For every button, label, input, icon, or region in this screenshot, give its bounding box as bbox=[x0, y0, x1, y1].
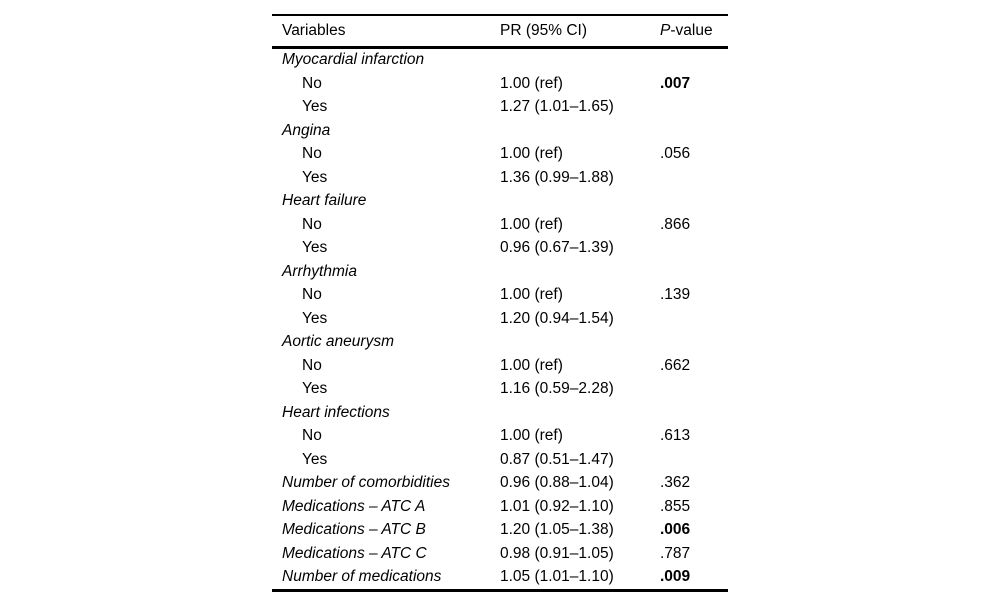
table-body: Myocardial infarction No 1.00 (ref) .007… bbox=[272, 49, 728, 590]
variable-cell: Yes bbox=[302, 309, 328, 327]
variable-cell: Yes bbox=[302, 239, 328, 257]
table-row: Number of medications 1.05 (1.01–1.10) .… bbox=[272, 566, 728, 590]
variable-cell: Heart infections bbox=[282, 403, 390, 421]
table-row: Medications – ATC B 1.20 (1.05–1.38) .00… bbox=[272, 519, 728, 543]
table-row: No 1.00 (ref) .866 bbox=[272, 213, 728, 237]
pr-ci-cell: 1.27 (1.01–1.65) bbox=[500, 98, 614, 116]
variable-cell: Angina bbox=[282, 121, 331, 139]
pr-ci-cell: 1.20 (0.94–1.54) bbox=[500, 309, 614, 327]
p-value-cell: .007 bbox=[660, 74, 691, 92]
variable-cell: No bbox=[302, 215, 322, 233]
table-row: No 1.00 (ref) .007 bbox=[272, 72, 728, 96]
p-value-cell: .662 bbox=[660, 356, 691, 374]
variable-cell: Number of comorbidities bbox=[282, 474, 450, 492]
pr-ci-cell: 1.36 (0.99–1.88) bbox=[500, 168, 614, 186]
results-table: Variables PR (95% CI) P-value Myocardial… bbox=[272, 14, 728, 592]
pr-ci-cell: 1.20 (1.05–1.38) bbox=[500, 521, 614, 539]
table-row: Yes 0.96 (0.67–1.39) bbox=[272, 237, 728, 261]
variable-cell: Yes bbox=[302, 450, 328, 468]
p-value-cell: .787 bbox=[660, 544, 691, 562]
table-row: Aortic aneurysm bbox=[272, 331, 728, 355]
table-header-rule bbox=[272, 46, 728, 49]
table-row: Medications – ATC A 1.01 (0.92–1.10) .85… bbox=[272, 495, 728, 519]
p-value-cell: .362 bbox=[660, 474, 691, 492]
p-value-cell: .056 bbox=[660, 145, 691, 163]
table-row: Heart infections bbox=[272, 401, 728, 425]
header-p-value: P-value bbox=[660, 22, 728, 40]
variable-cell: Number of medications bbox=[282, 568, 442, 586]
variable-cell: Medications – ATC C bbox=[282, 544, 427, 562]
pr-ci-cell: 1.00 (ref) bbox=[500, 427, 563, 445]
table-row: No 1.00 (ref) .662 bbox=[272, 354, 728, 378]
pr-ci-cell: 1.00 (ref) bbox=[500, 74, 563, 92]
pr-ci-cell: 1.05 (1.01–1.10) bbox=[500, 568, 614, 586]
table-row: Number of comorbidities 0.96 (0.88–1.04)… bbox=[272, 472, 728, 496]
pr-ci-cell: 0.87 (0.51–1.47) bbox=[500, 450, 614, 468]
p-value-cell: .139 bbox=[660, 286, 691, 304]
p-value-cell: .006 bbox=[660, 521, 691, 539]
pr-ci-cell: 0.96 (0.67–1.39) bbox=[500, 239, 614, 257]
pr-ci-cell: 1.00 (ref) bbox=[500, 356, 563, 374]
variable-cell: Yes bbox=[302, 98, 328, 116]
pr-ci-cell: 1.16 (0.59–2.28) bbox=[500, 380, 614, 398]
pr-ci-cell: 1.00 (ref) bbox=[500, 145, 563, 163]
table-row: No 1.00 (ref) .056 bbox=[272, 143, 728, 167]
pr-ci-cell: 0.96 (0.88–1.04) bbox=[500, 474, 614, 492]
table-row: Arrhythmia bbox=[272, 260, 728, 284]
pr-ci-cell: 1.00 (ref) bbox=[500, 286, 563, 304]
table-bottom-rule bbox=[272, 589, 728, 592]
variable-cell: Yes bbox=[302, 168, 328, 186]
variable-cell: No bbox=[302, 356, 322, 374]
table-top-rule bbox=[272, 14, 728, 16]
pr-ci-cell: 1.00 (ref) bbox=[500, 215, 563, 233]
header-variables: Variables bbox=[282, 22, 346, 39]
table-row: Myocardial infarction bbox=[272, 49, 728, 73]
table-row: Yes 1.36 (0.99–1.88) bbox=[272, 166, 728, 190]
table-row: Yes 1.20 (0.94–1.54) bbox=[272, 307, 728, 331]
header-p-value-italic-part: P bbox=[660, 22, 671, 39]
table-row: Medications – ATC C 0.98 (0.91–1.05) .78… bbox=[272, 542, 728, 566]
variable-cell: Medications – ATC A bbox=[282, 497, 426, 515]
variable-cell: Medications – ATC B bbox=[282, 521, 426, 539]
variable-cell: No bbox=[302, 74, 322, 92]
table-row: Heart failure bbox=[272, 190, 728, 214]
variable-cell: Arrhythmia bbox=[282, 262, 357, 280]
pr-ci-cell: 1.01 (0.92–1.10) bbox=[500, 497, 614, 515]
p-value-cell: .009 bbox=[660, 568, 691, 586]
p-value-cell: .866 bbox=[660, 215, 691, 233]
table-row: Yes 0.87 (0.51–1.47) bbox=[272, 448, 728, 472]
variable-cell: Yes bbox=[302, 380, 328, 398]
variable-cell: Aortic aneurysm bbox=[282, 333, 394, 351]
variable-cell: Heart failure bbox=[282, 192, 367, 210]
table-row: Yes 1.16 (0.59–2.28) bbox=[272, 378, 728, 402]
table-header-row: Variables PR (95% CI) P-value bbox=[272, 16, 728, 46]
header-pr-ci: PR (95% CI) bbox=[500, 22, 587, 39]
variable-cell: No bbox=[302, 286, 322, 304]
table-row: No 1.00 (ref) .613 bbox=[272, 425, 728, 449]
table-row: No 1.00 (ref) .139 bbox=[272, 284, 728, 308]
pr-ci-cell: 0.98 (0.91–1.05) bbox=[500, 544, 614, 562]
variable-cell: Myocardial infarction bbox=[282, 51, 425, 69]
variable-cell: No bbox=[302, 145, 322, 163]
header-p-value-rest-part: -value bbox=[670, 22, 713, 39]
p-value-cell: .613 bbox=[660, 427, 691, 445]
variable-cell: No bbox=[302, 427, 322, 445]
p-value-cell: .855 bbox=[660, 497, 691, 515]
table-row: Yes 1.27 (1.01–1.65) bbox=[272, 96, 728, 120]
table-row: Angina bbox=[272, 119, 728, 143]
